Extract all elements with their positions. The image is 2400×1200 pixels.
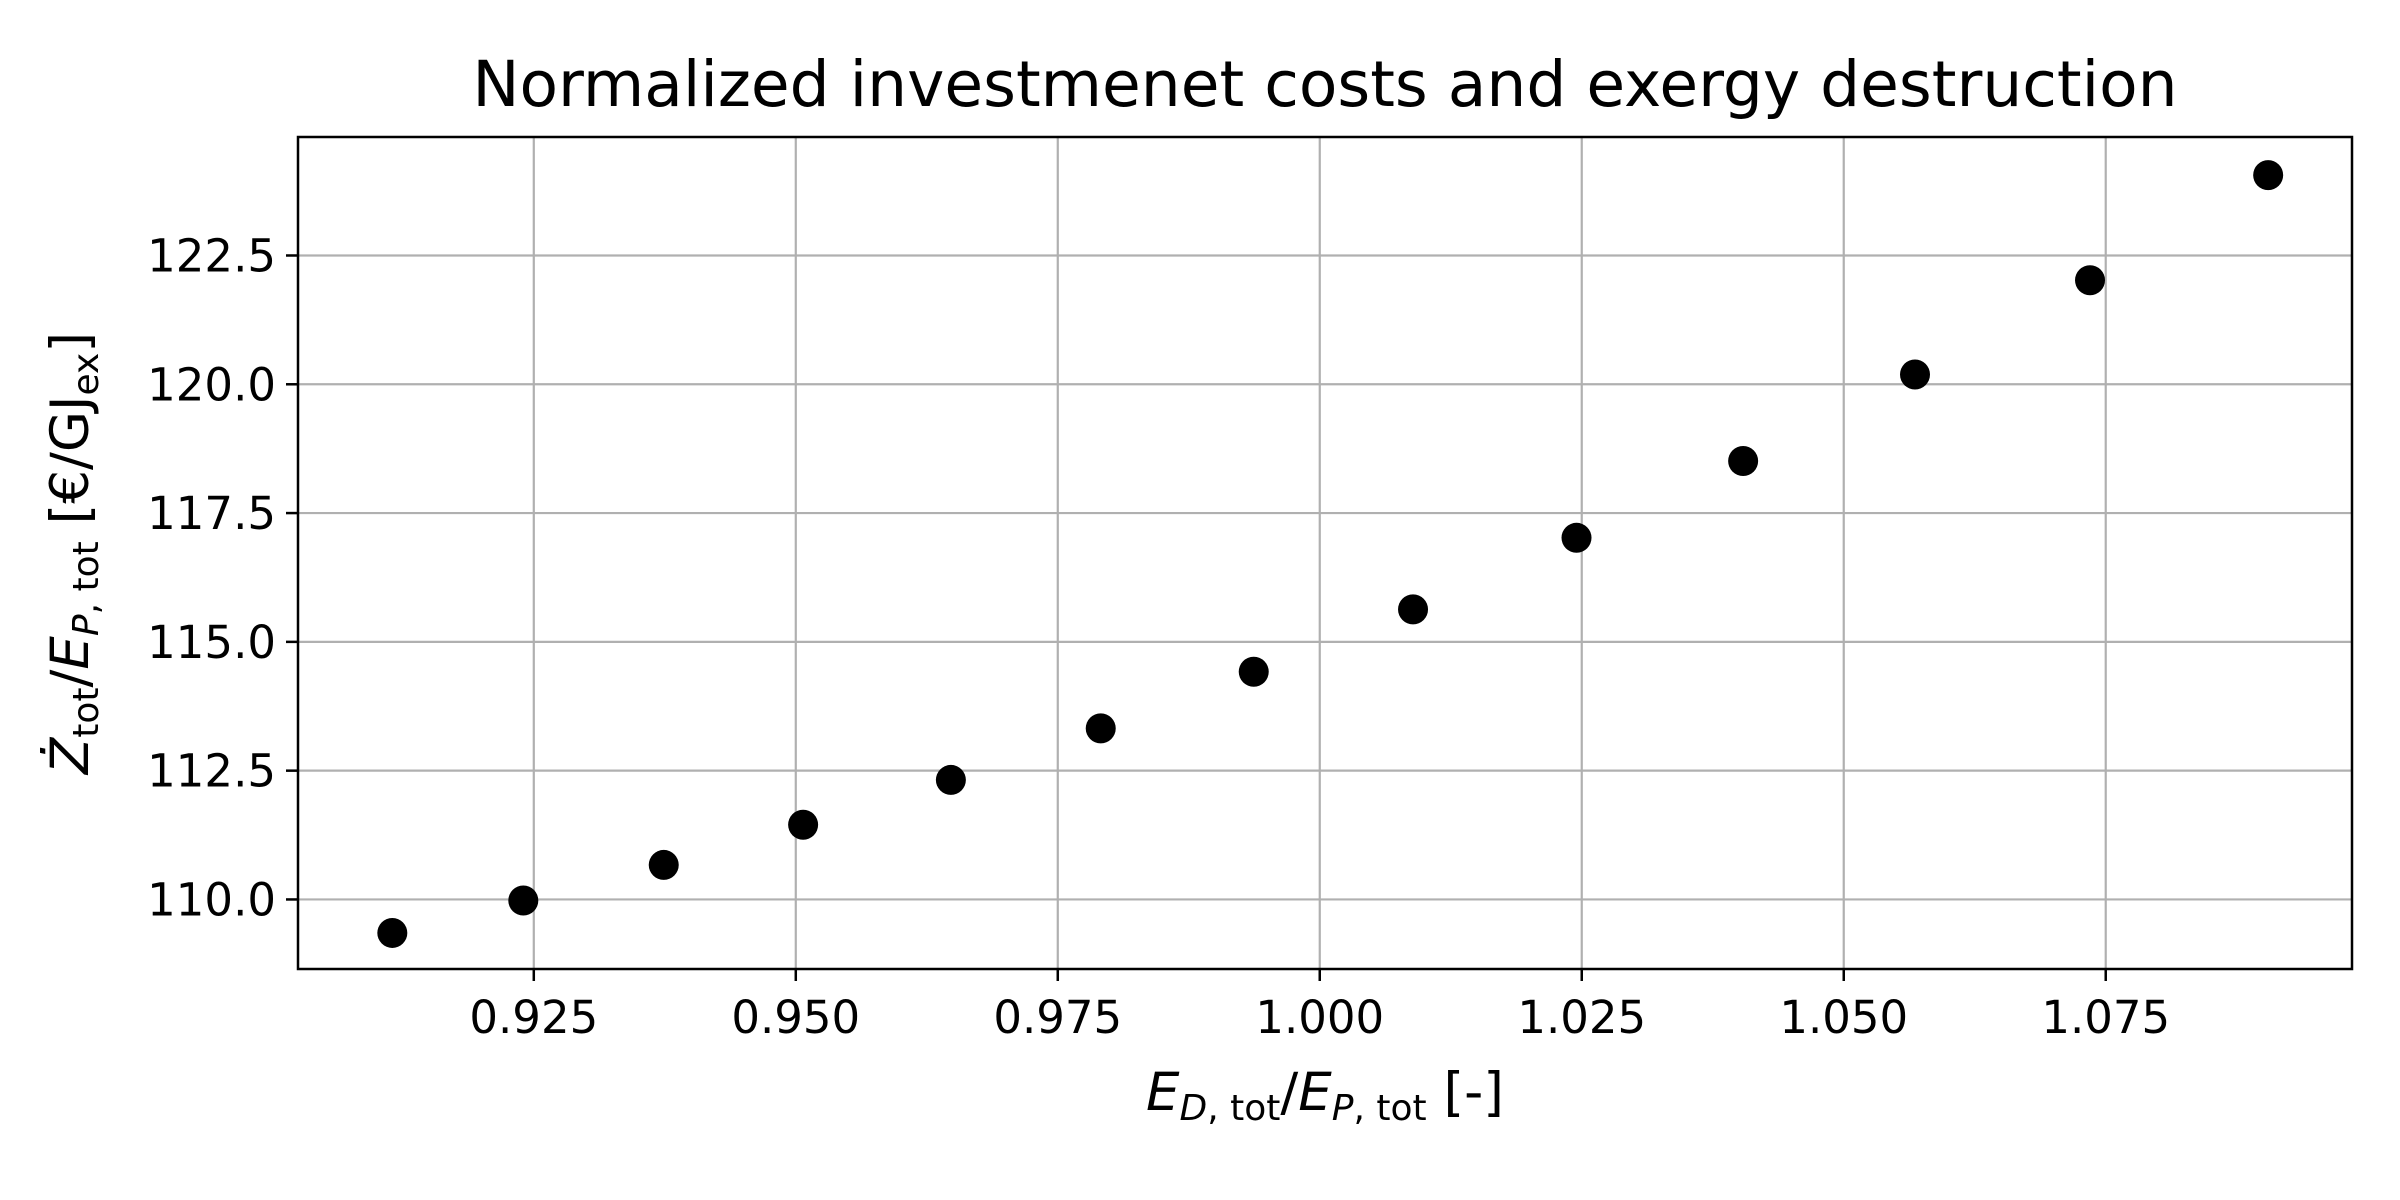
- data-point: [788, 809, 819, 840]
- data-point: [648, 849, 679, 880]
- data-point: [935, 764, 966, 795]
- y-tick-label: 122.5: [147, 229, 276, 282]
- y-tick-label: 110.0: [147, 873, 276, 926]
- grid-lines: [298, 137, 2352, 969]
- data-points: [377, 160, 2284, 948]
- y-tick-label: 117.5: [147, 487, 276, 540]
- data-point: [2253, 160, 2284, 191]
- x-tick-label: 1.025: [1517, 991, 1646, 1044]
- x-tick-label: 1.000: [1255, 991, 1384, 1044]
- y-tick-label: 120.0: [147, 358, 276, 411]
- x-tick-label: 0.975: [993, 991, 1122, 1044]
- data-point: [1561, 522, 1592, 553]
- data-point: [508, 885, 539, 916]
- data-point: [1900, 359, 1931, 390]
- chart-title: Normalized investmenet costs and exergy …: [472, 48, 2177, 121]
- data-point: [2075, 265, 2106, 296]
- data-point: [1398, 594, 1429, 625]
- data-point: [1728, 446, 1759, 477]
- x-tick-label: 0.925: [469, 991, 598, 1044]
- x-tick-label: 0.950: [731, 991, 860, 1044]
- data-point: [1085, 713, 1116, 744]
- x-tick-label: 1.050: [1779, 991, 1908, 1044]
- data-point: [1238, 656, 1269, 687]
- y-tick-label: 112.5: [147, 745, 276, 798]
- y-tick-label: 115.0: [147, 616, 276, 669]
- x-axis-ticks: 0.925 0.950 0.975 1.000 1.025 1.050 1.075: [469, 969, 2170, 1044]
- y-axis-ticks: 110.0 112.5 115.0 117.5 120.0 122.5: [147, 229, 298, 926]
- y-axis-label: Żtot/EP, tot [€/GJex]: [39, 332, 107, 776]
- data-point: [377, 917, 408, 948]
- x-axis-label: ED, tot/EP, tot [-]: [1146, 1062, 1504, 1129]
- x-tick-label: 1.075: [2041, 991, 2170, 1044]
- plot-frame: [296, 135, 2354, 971]
